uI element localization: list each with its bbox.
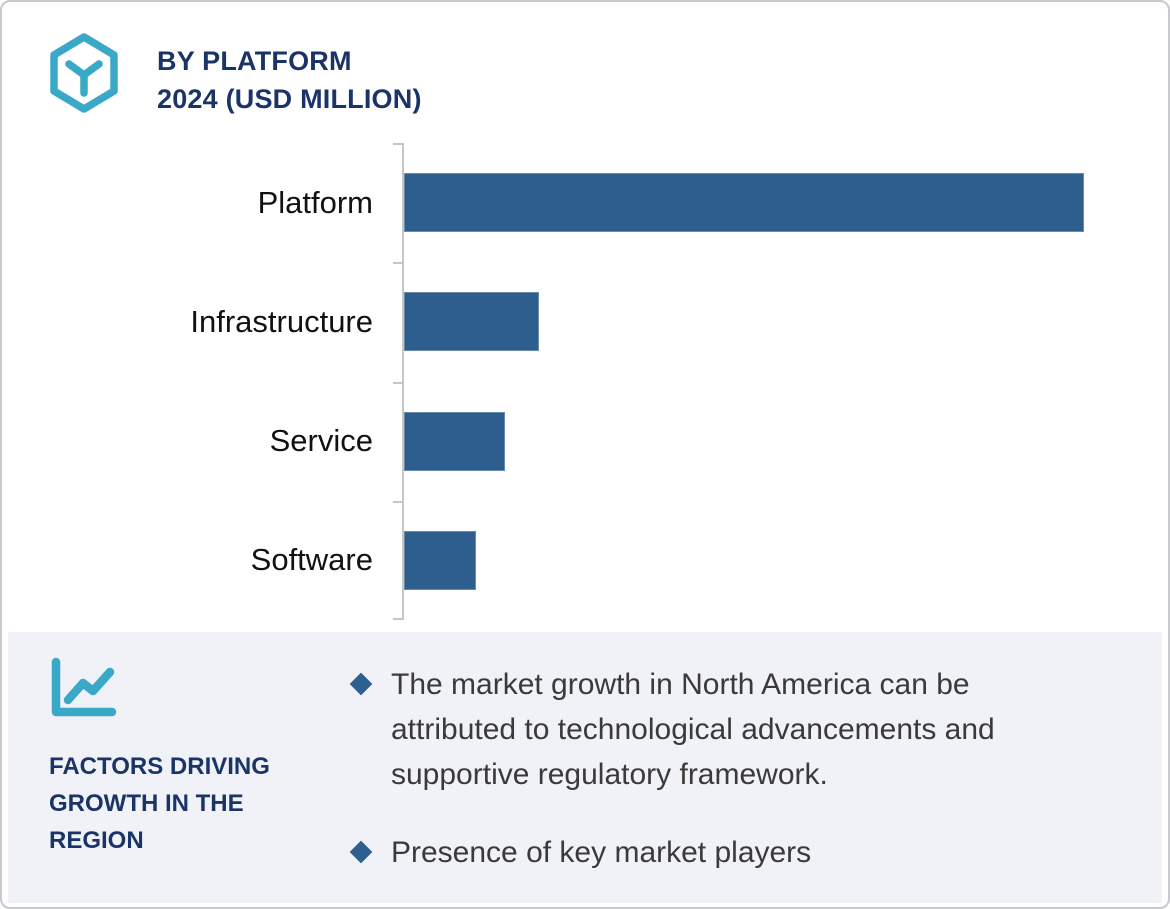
- bar-area: [402, 262, 1142, 382]
- category-label: Software: [250, 542, 373, 578]
- factors-bullet-list: The market growth in North America can b…: [349, 662, 1141, 875]
- chart-row: Platform: [2, 143, 1142, 263]
- bar-area: [402, 143, 1142, 263]
- bullet-item: Presence of key market players: [349, 830, 1141, 875]
- hexagon-cube-icon: [50, 33, 118, 113]
- axis-tick: [393, 143, 402, 145]
- factors-band: FACTORS DRIVING GROWTH IN THE REGION The…: [8, 632, 1162, 903]
- diamond-bullet-icon: [349, 840, 373, 864]
- category-label: Service: [269, 423, 373, 459]
- diamond-bullet-icon: [349, 672, 373, 696]
- bar-platform: [404, 173, 1084, 233]
- bar-service: [404, 411, 505, 471]
- bullet-item: The market growth in North America can b…: [349, 662, 1141, 797]
- chart-title: BY PLATFORM 2024 (USD MILLION): [157, 42, 422, 118]
- chart-row: Infrastructure: [2, 262, 1142, 382]
- line-chart-icon: [51, 657, 117, 717]
- axis-tick: [393, 618, 402, 620]
- axis-tick: [393, 262, 402, 264]
- axis-tick: [393, 501, 402, 503]
- factors-heading: FACTORS DRIVING GROWTH IN THE REGION: [49, 753, 270, 854]
- bar-area: [402, 381, 1142, 501]
- category-label: Platform: [257, 184, 373, 220]
- bar-software: [404, 530, 476, 590]
- bar-chart: Platform Infrastructure Service Software: [2, 143, 1142, 620]
- axis-tick-layer: [393, 143, 402, 620]
- axis-tick: [393, 382, 402, 384]
- bar-infrastructure: [404, 292, 539, 352]
- chart-row: Software: [2, 500, 1142, 620]
- bullet-text: The market growth in North America can b…: [391, 668, 995, 791]
- chart-title-line1: BY PLATFORM: [157, 46, 352, 76]
- chart-row: Service: [2, 381, 1142, 501]
- category-label: Infrastructure: [190, 303, 373, 339]
- chart-title-line2: 2024 (USD MILLION): [157, 84, 422, 114]
- bullet-text: Presence of key market players: [391, 836, 812, 869]
- bar-area: [402, 500, 1142, 620]
